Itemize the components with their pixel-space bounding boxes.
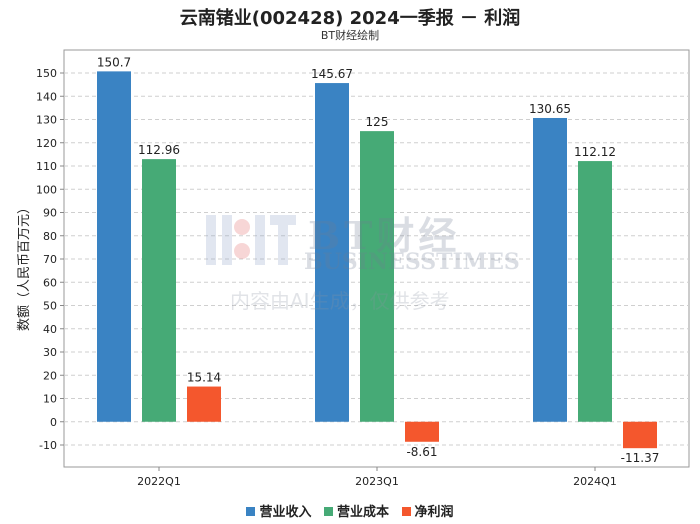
x-tick-label: 2022Q1 [137, 475, 181, 488]
bt-logo-icon [206, 215, 296, 265]
bar-revenue-2023Q1 [315, 83, 349, 422]
watermark: BT财经 BUSINESSTIMES 内容由AI生成，仅供参考 [200, 205, 520, 315]
legend-swatch-revenue [246, 507, 256, 516]
legend-swatch-cost [323, 507, 333, 516]
bar-cost-2022Q1 [142, 159, 176, 422]
data-labels: 150.7 112.96 15.14 145.67 125 -8.61 130.65 112.… [97, 55, 660, 465]
y-tick-label: 90 [43, 207, 57, 220]
bar-profit-2024Q1 [623, 421, 657, 449]
y-tick-label: 70 [43, 253, 57, 266]
data-label-profit-2022Q1: 15.14 [187, 371, 221, 385]
y-tick-label: 150 [36, 67, 57, 80]
bar-cost-2023Q1 [360, 131, 394, 422]
legend-swatch-profit [401, 507, 411, 516]
data-label-cost-2023Q1: 125 [366, 115, 389, 129]
data-label-cost-2022Q1: 112.96 [138, 143, 180, 157]
y-tick-label: 130 [36, 114, 57, 127]
legend: 营业收入 营业成本 净利润 [0, 501, 700, 520]
bar-revenue-2024Q1 [533, 117, 567, 422]
y-axis-label: 数额（人民币百万元） [13, 201, 32, 331]
x-tick-label: 2024Q1 [573, 475, 617, 488]
bar-revenue-2022Q1 [97, 71, 131, 422]
x-tick-label: 2023Q1 [355, 475, 399, 488]
legend-label-profit: 净利润 [414, 505, 454, 520]
y-tick-label: 0 [50, 416, 57, 429]
y-tick-label: 120 [36, 137, 57, 150]
bars [97, 71, 657, 449]
y-tick-label: 60 [43, 276, 57, 289]
chart-title: 云南锗业(002428) 2024一季报 － 利润 [179, 8, 521, 29]
watermark-brand-en: BUSINESSTIMES [304, 249, 520, 275]
y-tick-label: 20 [43, 369, 57, 382]
legend-item-profit: 净利润 [401, 501, 454, 520]
legend-item-cost: 营业成本 [323, 501, 389, 520]
x-axis: 2022Q1 2023Q1 2024Q1 [137, 467, 617, 488]
data-label-revenue-2024Q1: 130.65 [529, 102, 571, 116]
data-label-profit-2024Q1: -11.37 [621, 451, 660, 465]
y-tick-label: -10 [39, 439, 57, 452]
y-tick-label: 110 [36, 160, 57, 173]
y-axis: -10 0 10 20 30 40 50 60 70 80 90 100 110 120 130 140 150 [36, 67, 64, 452]
y-tick-label: 10 [43, 393, 57, 406]
bar-profit-2022Q1 [187, 386, 221, 422]
y-tick-label: 100 [36, 183, 57, 196]
y-tick-label: 40 [43, 323, 57, 336]
y-tick-label: 30 [43, 346, 57, 359]
watermark-disclaimer: 内容由AI生成，仅供参考 [230, 289, 450, 313]
y-tick-label: 50 [43, 300, 57, 313]
bar-profit-2023Q1 [405, 421, 439, 442]
y-tick-label: 80 [43, 230, 57, 243]
y-axis-label-text: 数额（人民币百万元） [17, 201, 32, 332]
legend-item-revenue: 营业收入 [246, 501, 311, 520]
watermark-brand: BT财经 [308, 213, 461, 258]
data-label-profit-2023Q1: -8.61 [406, 445, 437, 459]
bar-cost-2024Q1 [578, 161, 612, 422]
data-label-revenue-2023Q1: 145.67 [311, 67, 353, 81]
y-tick-label: 140 [36, 90, 57, 103]
legend-label-cost: 营业成本 [336, 505, 389, 520]
data-label-revenue-2022Q1: 150.7 [97, 55, 131, 69]
chart-subtitle: BT财经绘制 [320, 29, 380, 42]
data-label-cost-2024Q1: 112.12 [574, 145, 616, 159]
legend-label-revenue: 营业收入 [259, 505, 312, 520]
